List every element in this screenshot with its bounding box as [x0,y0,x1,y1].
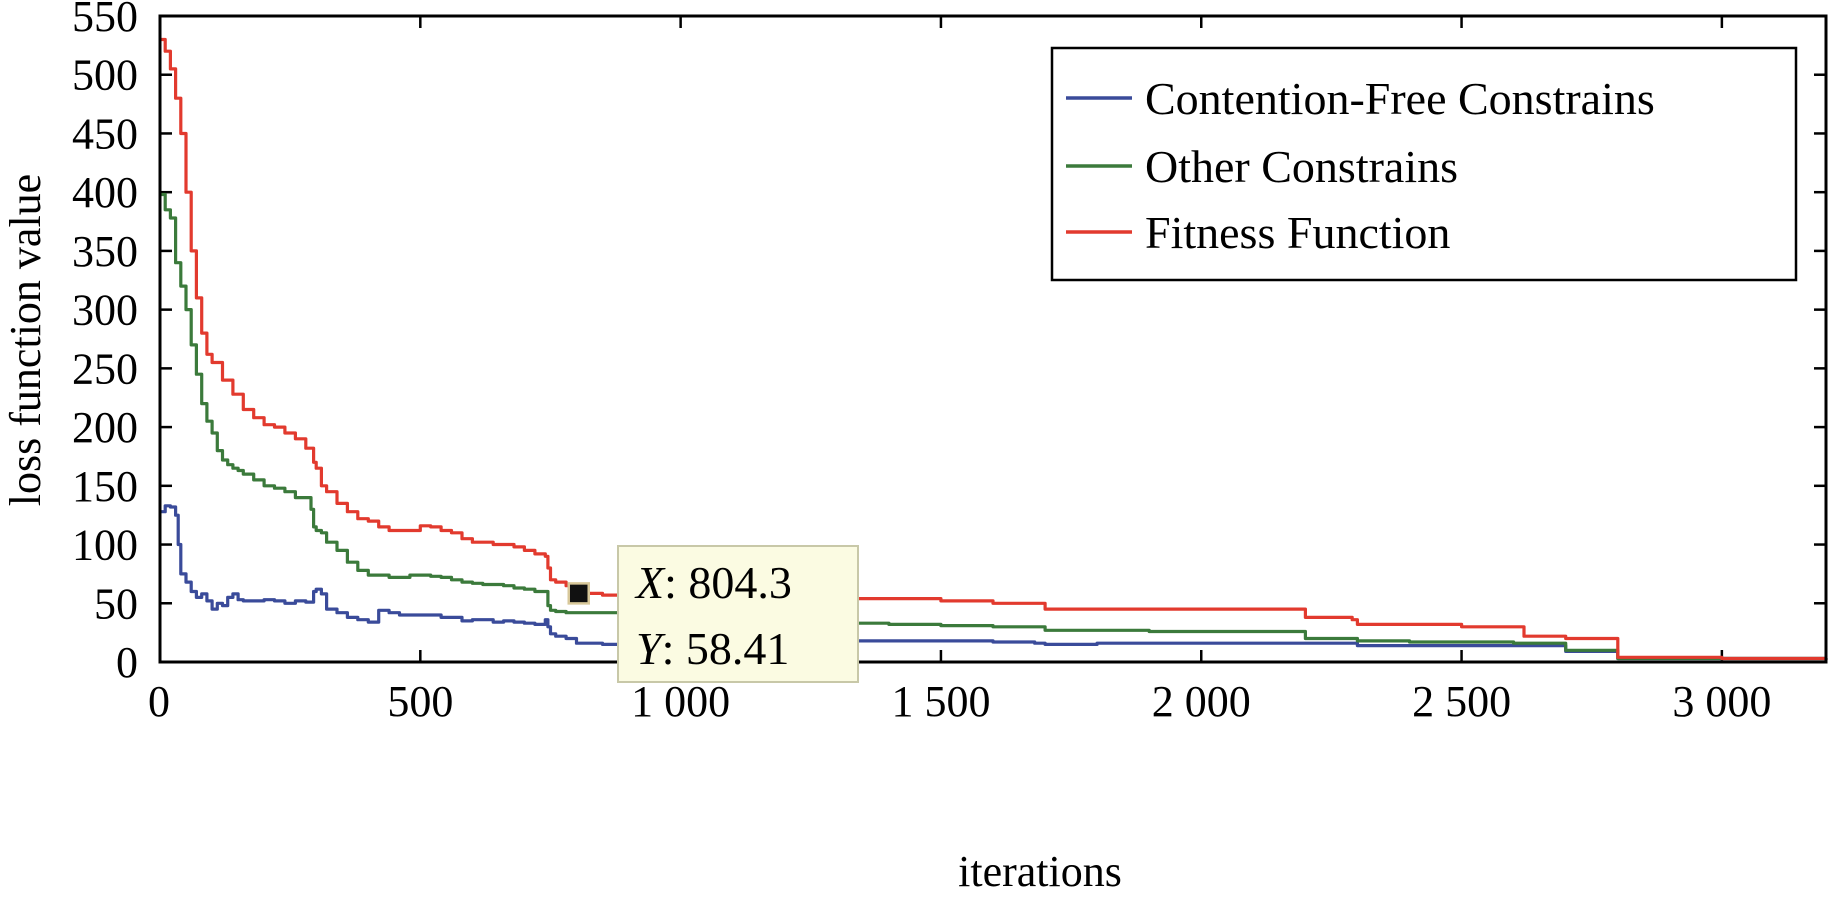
y-tick-label: 250 [72,344,138,393]
y-tick-label: 350 [72,227,138,276]
x-tick-label: 1 500 [891,677,990,726]
x-axis-title: iterations [958,847,1122,896]
y-axis-title: loss function value [1,174,50,506]
x-tick-label: 2 500 [1412,677,1511,726]
datatip-y-text: Y: 58.41 [636,623,789,674]
y-axis-ticks: 0 50 100 150 200 250 300 350 400 450 500 550 [72,0,1826,687]
plot-lines [160,37,1828,661]
datatip-x-text: X: 804.3 [634,557,792,608]
y-tick-label: 50 [94,579,138,628]
x-tick-label: 500 [387,677,453,726]
y-tick-label: 300 [72,286,138,335]
plot-area-frame [158,14,1828,664]
legend-label-fitness-function: Fitness Function [1145,207,1450,258]
datatip-x-value: : 804.3 [664,557,792,608]
datatip-box [617,545,859,683]
datatip-marker [567,582,590,605]
y-tick-label: 150 [72,462,138,511]
legend-box [1050,46,1798,282]
y-tick-label: 0 [116,638,138,687]
y-tick-label: 400 [72,168,138,217]
series-line-contention-free [160,504,1828,661]
series-line-fitness-function [160,37,1828,661]
series-line-other-constrains [160,192,1828,661]
datatip-y-label: Y [636,623,666,674]
legend: Contention-Free Constrains Other Constra… [1050,46,1798,282]
datatip: X: 804.3 Y: 58.41 [567,545,859,683]
x-tick-label: 1 000 [631,677,730,726]
y-tick-label: 500 [72,51,138,100]
datatip-x-label: X [634,557,666,608]
x-tick-label: 0 [148,677,170,726]
datatip-y-value: : 58.41 [662,623,790,674]
legend-label-contention-free: Contention-Free Constrains [1145,73,1655,124]
y-tick-label: 200 [72,403,138,452]
legend-label-other-constrains: Other Constrains [1145,141,1458,192]
y-tick-label: 550 [72,0,138,41]
x-tick-label: 3 000 [1672,677,1771,726]
y-tick-label: 450 [72,109,138,158]
x-axis-ticks: 0 500 1 000 1 500 2 000 2 500 3 000 [148,16,1771,726]
x-tick-label: 2 000 [1152,677,1251,726]
y-tick-label: 100 [72,521,138,570]
